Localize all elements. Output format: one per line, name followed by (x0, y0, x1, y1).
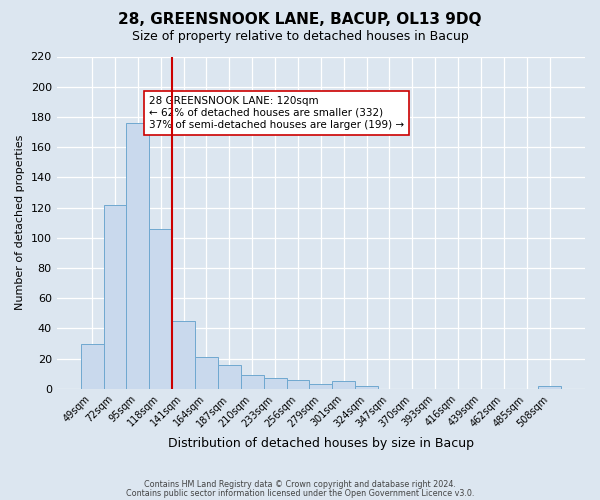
Bar (172, 321, 195, 389)
Bar (218, 364, 241, 389)
Bar (195, 357, 218, 389)
Bar (355, 386, 378, 389)
Bar (149, 228, 172, 389)
Text: 28, GREENSNOOK LANE, BACUP, OL13 9DQ: 28, GREENSNOOK LANE, BACUP, OL13 9DQ (118, 12, 482, 28)
Y-axis label: Number of detached properties: Number of detached properties (15, 135, 25, 310)
Bar (538, 386, 561, 389)
Bar (127, 123, 149, 389)
Bar (310, 384, 332, 389)
X-axis label: Distribution of detached houses by size in Bacup: Distribution of detached houses by size … (168, 437, 474, 450)
Bar (332, 382, 355, 389)
Text: Contains public sector information licensed under the Open Government Licence v3: Contains public sector information licen… (126, 489, 474, 498)
Bar (241, 376, 263, 389)
Bar (287, 380, 310, 389)
Text: Size of property relative to detached houses in Bacup: Size of property relative to detached ho… (131, 30, 469, 43)
Bar (263, 378, 287, 389)
Bar (104, 204, 127, 389)
Bar (80, 344, 104, 389)
Text: 28 GREENSNOOK LANE: 120sqm
← 62% of detached houses are smaller (332)
37% of sem: 28 GREENSNOOK LANE: 120sqm ← 62% of deta… (149, 96, 404, 130)
Text: Contains HM Land Registry data © Crown copyright and database right 2024.: Contains HM Land Registry data © Crown c… (144, 480, 456, 489)
